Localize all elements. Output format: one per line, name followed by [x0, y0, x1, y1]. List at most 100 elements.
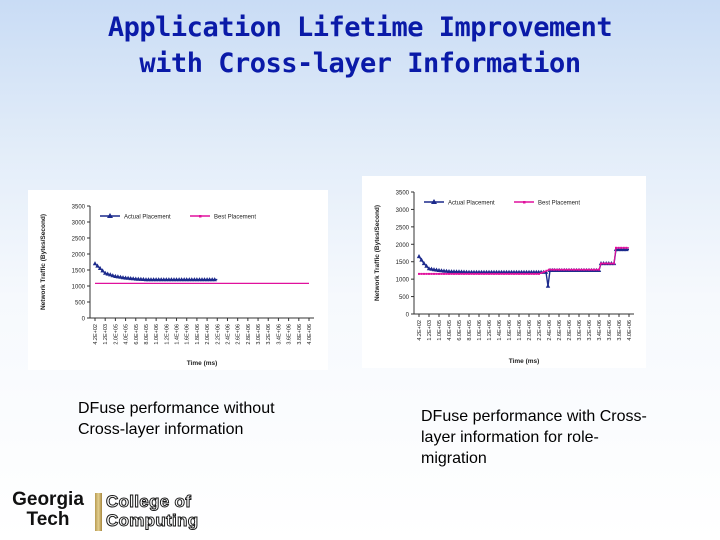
x-tick-label: 1.0E+06: [154, 324, 160, 345]
data-point: [490, 272, 493, 275]
y-tick-label: 0: [82, 317, 86, 323]
data-point: [510, 272, 513, 275]
data-point: [625, 246, 628, 249]
caption-right: DFuse performance with Cross-layer infor…: [421, 408, 647, 467]
y-tick-label: 2500: [396, 225, 410, 231]
x-tick-label: 2.4E+06: [225, 324, 231, 345]
data-point: [455, 272, 458, 275]
data-point: [615, 246, 617, 249]
georgia-tech-college-of-computing-logo: Georgia Tech College of Computing: [2, 490, 212, 534]
data-point: [563, 268, 565, 271]
data-point: [468, 272, 470, 275]
x-tick-label: 3.6E+06: [607, 320, 613, 341]
data-point: [423, 272, 425, 275]
data-point: [470, 272, 473, 275]
legend-marker: [107, 213, 113, 218]
x-tick-label: 4.0E+06: [307, 324, 313, 345]
legend-label: Best Placement: [538, 201, 580, 207]
x-tick-label: 1.4E+06: [175, 324, 181, 345]
legend-marker: [431, 199, 437, 204]
x-tick-label: 1.2E+03: [427, 320, 433, 341]
x-tick-label: 2.6E+06: [557, 320, 563, 341]
data-point: [115, 274, 121, 279]
data-point: [453, 272, 455, 275]
data-point: [570, 268, 573, 271]
x-tick-label: 1.0E+06: [477, 320, 483, 341]
data-point: [105, 271, 110, 276]
data-point: [525, 272, 528, 275]
x-tick-label: 1.2E+06: [164, 324, 170, 345]
data-point: [558, 268, 560, 271]
data-point: [428, 272, 430, 275]
data-point: [593, 268, 595, 271]
data-point: [550, 268, 553, 271]
data-point: [498, 272, 500, 275]
legend-label: Actual Placement: [448, 201, 495, 207]
data-point: [583, 268, 585, 271]
y-tick-label: 1500: [72, 269, 86, 275]
x-tick-label: 2.6E+06: [236, 324, 242, 345]
y-tick-label: 2000: [396, 243, 410, 249]
data-point: [518, 272, 520, 275]
data-point: [545, 283, 551, 288]
x-axis-title: Time (ms): [187, 360, 218, 367]
x-tick-label: 2.2E+06: [215, 324, 221, 345]
x-tick-label: 2.0E+05: [113, 324, 119, 345]
data-point: [435, 272, 438, 275]
data-point: [473, 272, 475, 275]
data-point: [429, 266, 434, 271]
data-point: [602, 262, 605, 265]
data-point: [565, 268, 568, 271]
x-tick-label: 2.2E+06: [537, 320, 543, 341]
data-point: [535, 272, 538, 275]
x-tick-label: 3.2E+06: [266, 324, 272, 345]
data-point: [545, 269, 548, 272]
logo-georgia: Georgia: [12, 489, 84, 510]
data-point: [440, 272, 443, 275]
data-point: [438, 272, 440, 275]
y-tick-label: 3500: [396, 191, 410, 197]
x-tick-label: 3.0E+06: [577, 320, 583, 341]
data-point: [605, 262, 608, 265]
logo-college-of: College of: [106, 492, 192, 512]
data-point: [588, 268, 590, 271]
slide-title-line-2: with Cross-layer Information: [139, 48, 581, 79]
x-tick-label: 3.4E+06: [597, 320, 603, 341]
data-point: [530, 272, 533, 275]
x-tick-label: 4.2E+02: [93, 324, 99, 345]
data-point: [416, 254, 422, 259]
y-tick-label: 1500: [396, 260, 410, 266]
x-tick-label: 4.0E+05: [124, 324, 130, 345]
x-axis-title: Time (ms): [509, 358, 540, 365]
data-point: [120, 275, 126, 280]
data-point: [421, 261, 427, 266]
data-point: [508, 272, 510, 275]
georgia-tech-wordmark: Georgia Tech: [2, 490, 94, 530]
y-tick-label: 1000: [72, 285, 86, 291]
data-point: [540, 271, 543, 274]
legend-label: Actual Placement: [124, 215, 171, 221]
data-point: [590, 268, 593, 271]
data-point: [100, 268, 105, 273]
y-axis-title: Network Traffic (Bytes/Second): [40, 214, 47, 310]
data-point: [600, 262, 602, 265]
data-point: [580, 268, 583, 271]
x-tick-label: 1.2E+03: [103, 324, 109, 345]
data-point: [110, 273, 115, 278]
x-tick-label: 4.2E+02: [417, 320, 423, 341]
x-tick-label: 4.0E+06: [627, 320, 633, 341]
logo-computing: Computing: [106, 511, 199, 531]
data-point: [448, 272, 450, 275]
x-tick-label: 3.4E+06: [276, 324, 282, 345]
x-tick-label: 4.0E+05: [447, 320, 453, 341]
data-point: [573, 268, 575, 271]
y-tick-label: 3000: [396, 208, 410, 214]
y-tick-label: 3500: [72, 205, 86, 211]
data-point: [607, 262, 610, 265]
data-point: [622, 246, 625, 249]
y-tick-label: 1000: [396, 278, 410, 284]
x-tick-label: 3.8E+06: [297, 324, 303, 345]
data-point: [500, 272, 503, 275]
x-tick-label: 1.0E+05: [437, 320, 443, 341]
data-point: [548, 268, 550, 271]
